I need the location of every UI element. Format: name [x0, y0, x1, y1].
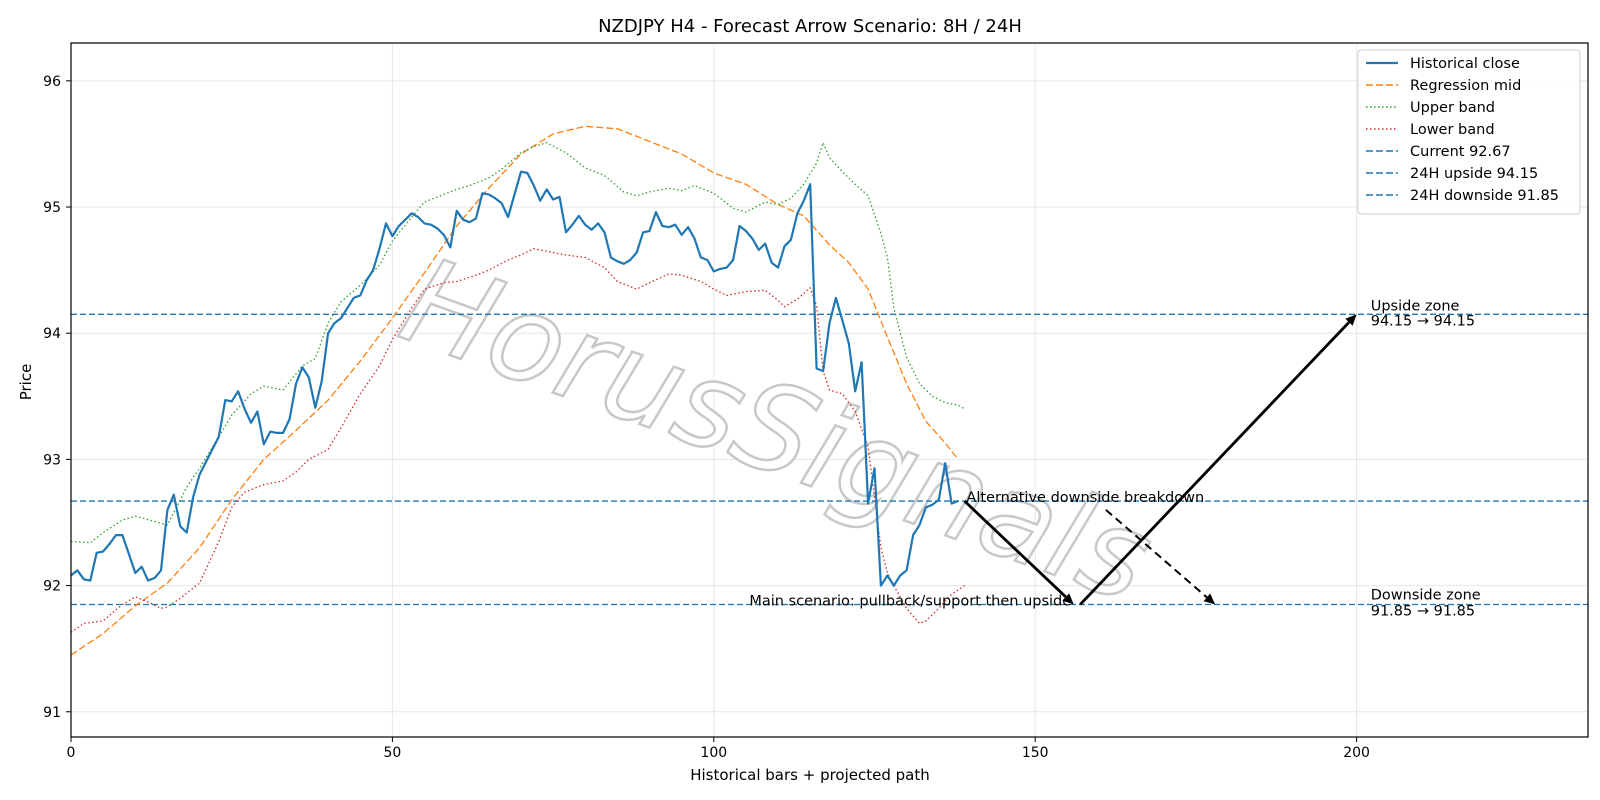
arrow-head — [1062, 593, 1074, 605]
scenario-arrows — [963, 314, 1357, 606]
reference-lines — [71, 313, 1588, 606]
arrow-head — [1203, 593, 1216, 605]
x-tick-label: 150 — [1022, 745, 1049, 761]
axes: 0 50 100 150 200 91 92 93 94 95 96 — [43, 42, 1589, 761]
x-tick-label: 0 — [67, 745, 76, 761]
arrow-shaft — [963, 500, 1067, 598]
legend-label: Historical close — [1410, 56, 1520, 72]
y-tick-label: 96 — [43, 74, 61, 90]
downside-zone-title: Downside zone — [1371, 588, 1481, 604]
series-line-close — [70, 170, 959, 587]
legend-label: 24H downside 91.85 — [1410, 188, 1559, 204]
main-scenario-label: Main scenario: pullback/support then ups… — [749, 594, 1071, 610]
downside-zone-range: 91.85 → 91.85 — [1371, 604, 1475, 620]
y-tick-label: 92 — [43, 579, 61, 595]
chart-title: NZDJPY H4 - Forecast Arrow Scenario: 8H … — [598, 16, 1022, 37]
plot-frame — [70, 42, 1589, 738]
y-axis-label: Price — [17, 364, 35, 401]
alternative-scenario-label: Alternative downside breakdown — [966, 490, 1204, 506]
arrow-head — [1345, 314, 1357, 326]
legend-label: Upper band — [1410, 100, 1495, 116]
y-tick-label: 94 — [43, 326, 61, 342]
arrow-shaft — [1079, 321, 1351, 606]
series-lines — [70, 125, 965, 656]
legend-label: Lower band — [1410, 122, 1495, 138]
series-line-mid — [70, 125, 959, 656]
y-tick-label: 91 — [43, 705, 61, 721]
legend-label: 24H upside 94.15 — [1410, 166, 1538, 182]
x-axis-label: Historical bars + projected path — [690, 766, 930, 784]
legend-label: Regression mid — [1410, 78, 1521, 94]
annotations: Upside zone 94.15 → 94.15 Downside zone … — [749, 298, 1480, 619]
legend: Historical close Regression mid Upper band… — [1357, 49, 1581, 215]
y-tick-label: 93 — [43, 452, 61, 468]
arrow-shaft — [1105, 509, 1208, 599]
upside-zone-range: 94.15 → 94.15 — [1371, 313, 1475, 329]
upside-zone-title: Upside zone — [1371, 298, 1460, 314]
legend-box — [1357, 49, 1581, 215]
x-tick-label: 50 — [383, 745, 401, 761]
x-tick-label: 200 — [1343, 745, 1370, 761]
x-tick-label: 100 — [700, 745, 727, 761]
y-tick-label: 95 — [43, 200, 61, 216]
legend-label: Current 92.67 — [1410, 144, 1511, 160]
